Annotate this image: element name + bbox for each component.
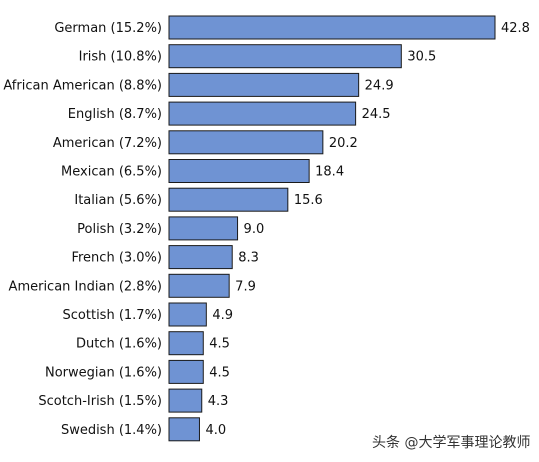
value-label: 4.3 xyxy=(208,394,229,409)
value-label: 9.0 xyxy=(244,222,265,237)
category-label: Swedish (1.4%) xyxy=(61,423,162,438)
bar xyxy=(168,273,230,298)
value-labels: 42.8 30.5 24.9 24.5 20.2 18.4 15.6 9.0 8.3 7.94.9… xyxy=(205,21,529,438)
bar xyxy=(168,245,233,270)
category-label: German (15.2%) xyxy=(54,21,162,36)
bars-layer xyxy=(168,15,496,442)
bar xyxy=(168,72,360,97)
bar xyxy=(168,15,496,40)
category-label: Scottish (1.7%) xyxy=(63,308,162,323)
bar xyxy=(168,331,204,356)
value-label: 7.9 xyxy=(235,279,256,294)
category-label: American (7.2%) xyxy=(53,136,162,151)
bar xyxy=(168,388,203,413)
bar xyxy=(168,302,207,327)
category-label: English (8.7%) xyxy=(68,107,162,122)
bar xyxy=(168,101,357,126)
value-label: 4.5 xyxy=(209,365,230,380)
category-label: Scotch-Irish (1.5%) xyxy=(38,394,162,409)
bar xyxy=(168,359,204,384)
category-label: African American (8.8%) xyxy=(3,78,162,93)
value-label: 42.8 xyxy=(501,21,530,36)
bar xyxy=(168,44,402,69)
category-label: Irish (10.8%) xyxy=(79,50,162,65)
value-label: 8.3 xyxy=(238,251,259,266)
bar xyxy=(168,130,324,155)
category-label: Mexican (6.5%) xyxy=(61,165,162,180)
value-label: 4.9 xyxy=(212,308,233,323)
bar xyxy=(168,216,239,241)
bar xyxy=(168,159,310,183)
category-label: Polish (3.2%) xyxy=(77,222,162,237)
bar xyxy=(168,417,200,442)
value-label: 24.5 xyxy=(362,107,391,122)
category-label: Norwegian (1.6%) xyxy=(45,365,162,380)
value-label: 4.5 xyxy=(209,337,230,352)
category-labels: German (15.2%) Irish (10.8%) African Ameri… xyxy=(3,21,162,438)
value-label: 15.6 xyxy=(294,193,323,208)
value-label: 18.4 xyxy=(315,165,344,180)
bar xyxy=(168,187,289,212)
category-label: Dutch (1.6%) xyxy=(76,337,162,352)
value-label: 4.0 xyxy=(205,423,226,438)
value-label: 20.2 xyxy=(329,136,358,151)
watermark-text: 头条 @大学军事理论教师 xyxy=(372,435,531,451)
category-label: French (3.0%) xyxy=(71,251,162,266)
value-label: 30.5 xyxy=(407,50,436,65)
category-label: Italian (5.6%) xyxy=(74,193,162,208)
value-label: 24.9 xyxy=(365,78,394,93)
category-label: American Indian (2.8%) xyxy=(9,279,162,294)
